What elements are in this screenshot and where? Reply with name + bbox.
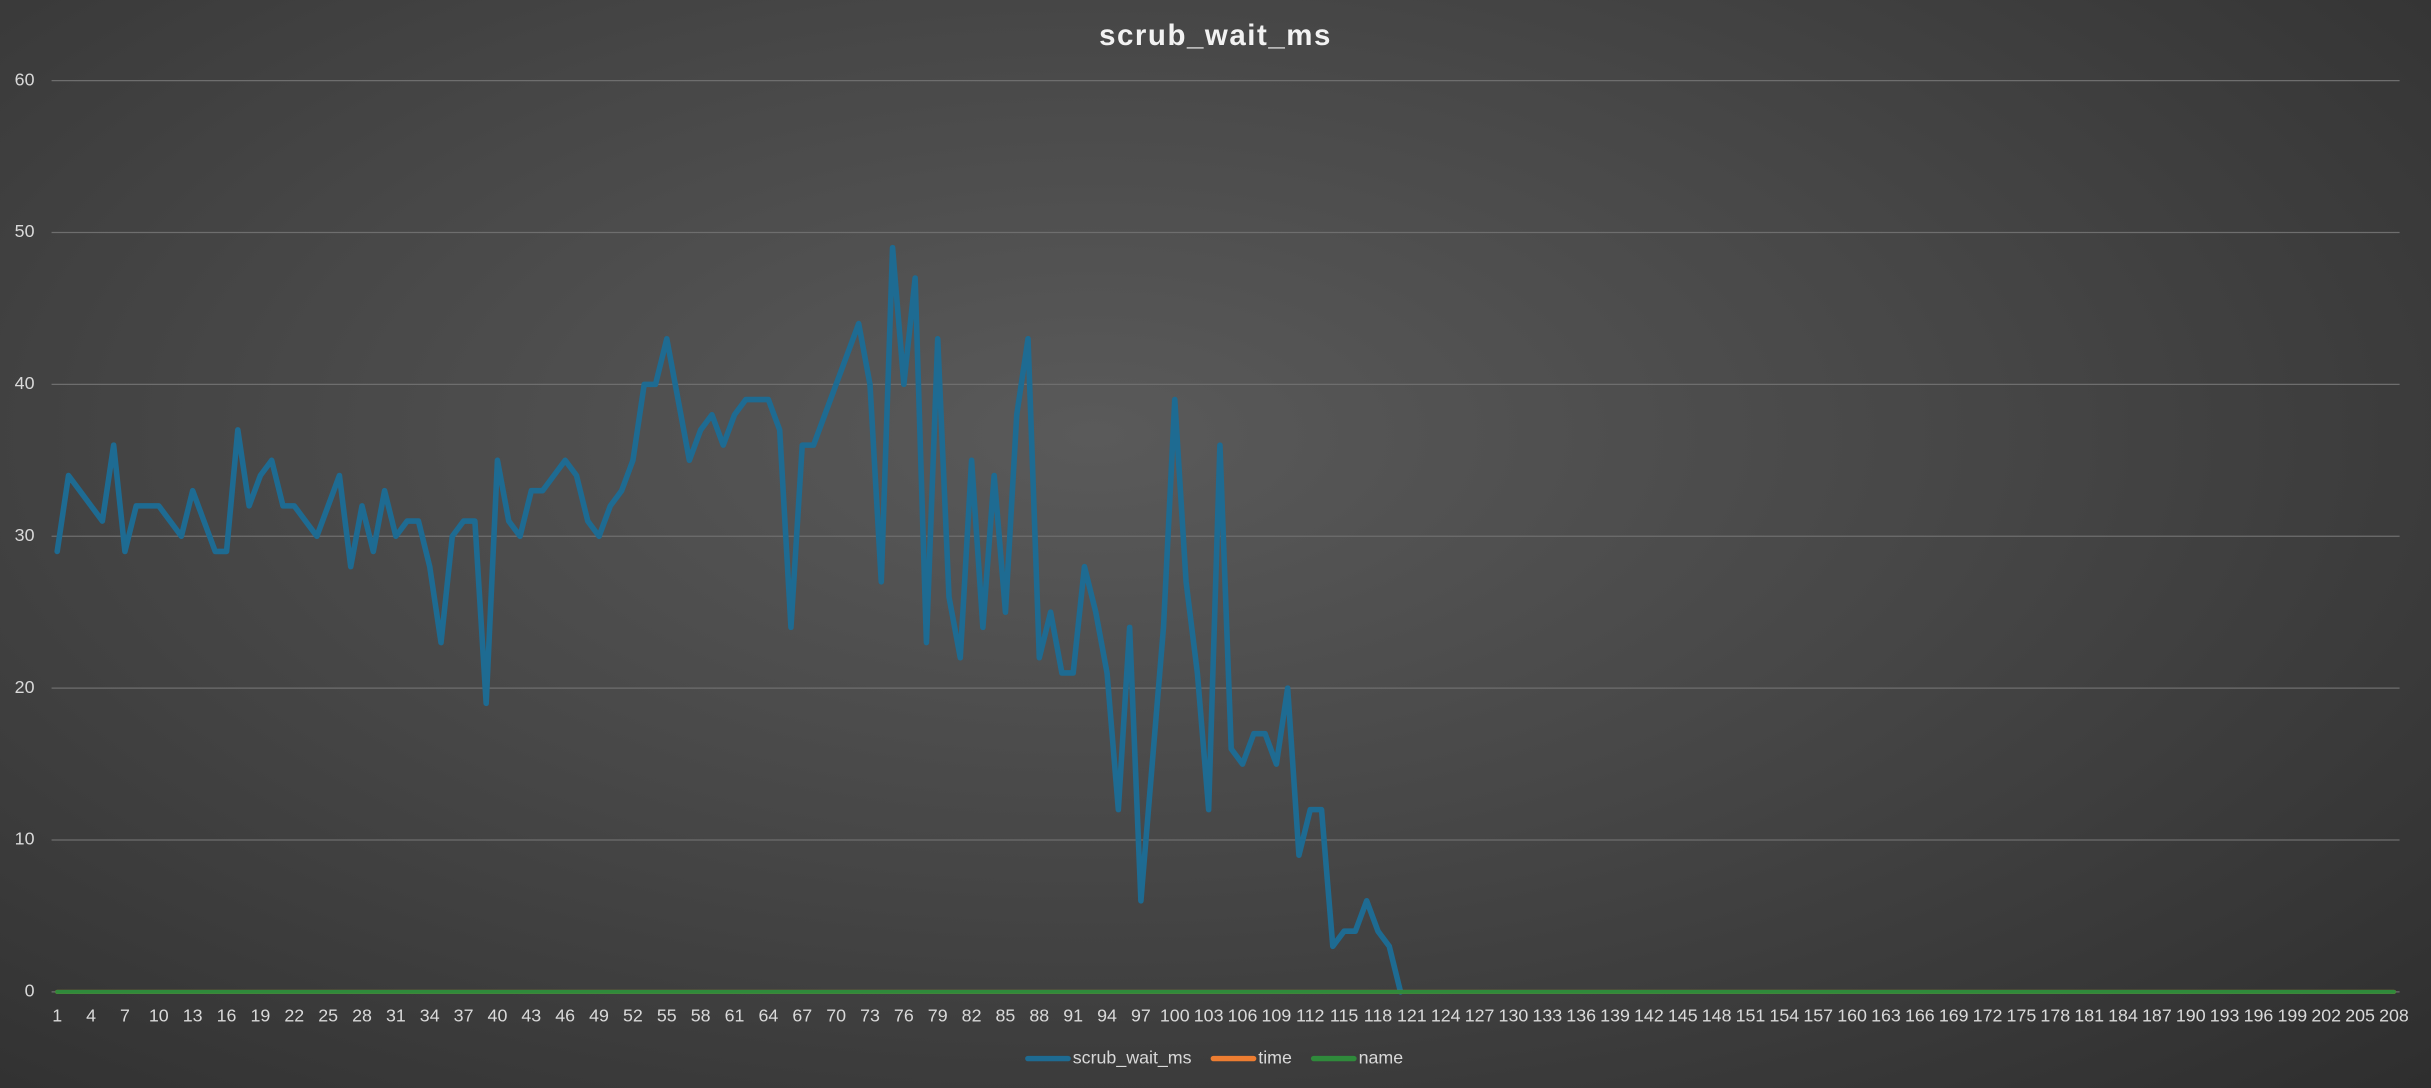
x-tick-label: 28	[352, 1005, 372, 1025]
x-tick-label: 175	[2007, 1005, 2037, 1025]
y-tick-label: 0	[25, 981, 35, 1001]
x-tick-label: 169	[1939, 1005, 1969, 1025]
legend: scrub_wait_ms time name	[1025, 1047, 1404, 1068]
x-tick-label: 58	[691, 1005, 711, 1025]
x-tick-label: 100	[1160, 1005, 1190, 1025]
grid	[51, 79, 2400, 993]
plot-area	[54, 244, 2396, 995]
x-tick-label: 46	[555, 1005, 575, 1025]
x-tick-label: 16	[217, 1005, 237, 1025]
x-tick-label: 25	[318, 1005, 338, 1025]
x-tick-label: 181	[2074, 1005, 2104, 1025]
x-tick-label: 199	[2277, 1005, 2307, 1025]
x-tick-label: 208	[2379, 1005, 2409, 1025]
legend-label: scrub_wait_ms	[1073, 1047, 1192, 1068]
y-tick-label: 40	[15, 373, 35, 393]
x-tick-label: 202	[2311, 1005, 2341, 1025]
x-tick-label: 67	[792, 1005, 812, 1025]
x-tick-label: 82	[962, 1005, 982, 1025]
x-tick-label: 184	[2108, 1005, 2138, 1025]
x-tick-label: 160	[1837, 1005, 1867, 1025]
x-tick-label: 31	[386, 1005, 406, 1025]
x-tick-label: 187	[2142, 1005, 2172, 1025]
x-tick-label: 139	[1600, 1005, 1630, 1025]
x-tick-label: 79	[928, 1005, 948, 1025]
x-tick-label: 154	[1769, 1005, 1799, 1025]
x-tick-label: 115	[1330, 1005, 1358, 1025]
legend-label: time	[1258, 1047, 1292, 1067]
x-tick-label: 4	[86, 1005, 96, 1025]
x-tick-label: 43	[521, 1005, 541, 1025]
x-tick-label: 55	[657, 1005, 677, 1025]
x-tick-label: 133	[1532, 1005, 1562, 1025]
x-tick-label: 118	[1364, 1005, 1392, 1025]
x-tick-label: 10	[149, 1005, 169, 1025]
x-tick-label: 190	[2176, 1005, 2206, 1025]
x-tick-label: 148	[1702, 1005, 1732, 1025]
x-tick-label: 19	[250, 1005, 270, 1025]
x-tick-label: 49	[589, 1005, 609, 1025]
x-tick-label: 7	[120, 1005, 130, 1025]
x-tick-label: 40	[488, 1005, 508, 1025]
x-tick-label: 61	[725, 1005, 745, 1025]
x-tick-label: 163	[1871, 1005, 1901, 1025]
x-tick-label: 136	[1566, 1005, 1596, 1025]
y-tick-label: 10	[15, 829, 35, 849]
y-tick-label: 60	[15, 69, 35, 89]
x-tick-label: 127	[1465, 1005, 1495, 1025]
axes: 0 10 20 30 40 50 60 1 4 7 10 13 16 19 22 25 28 31 34 37 40 43…	[15, 69, 2409, 1025]
x-tick-label: 52	[623, 1005, 643, 1025]
x-tick-label: 124	[1431, 1005, 1461, 1025]
x-tick-label: 97	[1131, 1005, 1151, 1025]
x-tick-label: 178	[2040, 1005, 2070, 1025]
x-tick-label: 13	[183, 1005, 203, 1025]
x-tick-label: 103	[1194, 1005, 1224, 1025]
x-tick-label: 37	[454, 1005, 474, 1025]
series-line	[54, 244, 1404, 995]
x-tick-label: 112	[1296, 1005, 1324, 1025]
x-tick-label: 172	[1973, 1005, 2003, 1025]
x-tick-label: 85	[996, 1005, 1016, 1025]
x-tick-label: 166	[1905, 1005, 1935, 1025]
x-tick-label: 34	[420, 1005, 440, 1025]
x-tick-label: 130	[1499, 1005, 1529, 1025]
x-tick-label: 64	[758, 1005, 778, 1025]
x-tick-label: 76	[894, 1005, 914, 1025]
x-tick-label: 205	[2345, 1005, 2375, 1025]
x-tick-label: 94	[1097, 1005, 1117, 1025]
x-tick-label: 1	[52, 1005, 62, 1025]
x-tick-label: 91	[1063, 1005, 1083, 1025]
x-tick-label: 196	[2244, 1005, 2274, 1025]
y-tick-label: 30	[15, 525, 35, 545]
x-tick-label: 22	[284, 1005, 304, 1025]
x-tick-label: 145	[1668, 1005, 1698, 1025]
x-tick-label: 121	[1397, 1005, 1427, 1025]
x-tick-label: 142	[1634, 1005, 1664, 1025]
x-tick-label: 88	[1029, 1005, 1049, 1025]
x-tick-label: 151	[1736, 1005, 1766, 1025]
x-tick-label: 193	[2210, 1005, 2240, 1025]
x-tick-label: 73	[860, 1005, 880, 1025]
y-tick-label: 20	[15, 677, 35, 697]
x-tick-label: 70	[826, 1005, 846, 1025]
x-tick-label: 106	[1228, 1005, 1258, 1025]
y-tick-label: 50	[15, 221, 35, 241]
x-tick-label: 109	[1262, 1005, 1292, 1025]
legend-label: name	[1359, 1047, 1404, 1067]
chart-title: scrub_wait_ms	[1099, 19, 1332, 52]
x-tick-label: 157	[1803, 1005, 1833, 1025]
